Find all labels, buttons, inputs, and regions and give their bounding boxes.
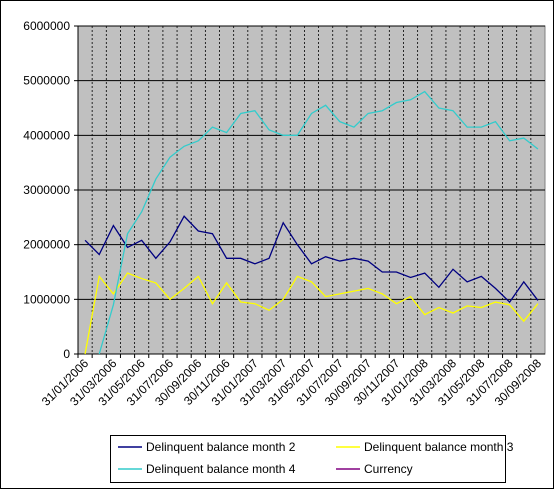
legend-label: Delinquent balance month 2 bbox=[146, 440, 296, 454]
series-line bbox=[84, 272, 539, 355]
y-tick-label: 0 bbox=[63, 347, 70, 361]
y-tick-label: 1000000 bbox=[23, 292, 70, 306]
y-tick-label: 5000000 bbox=[23, 74, 70, 88]
legend bbox=[110, 435, 506, 483]
legend-label: Delinquent balance month 4 bbox=[146, 462, 296, 476]
y-tick-label: 6000000 bbox=[23, 19, 70, 33]
y-tick-label: 4000000 bbox=[23, 128, 70, 142]
legend-label: Delinquent balance month 3 bbox=[364, 440, 514, 454]
series-line bbox=[84, 215, 539, 304]
y-tick-label: 3000000 bbox=[23, 183, 70, 197]
y-tick-label: 2000000 bbox=[23, 238, 70, 252]
series-line bbox=[98, 90, 539, 355]
legend-label: Currency bbox=[364, 462, 413, 476]
